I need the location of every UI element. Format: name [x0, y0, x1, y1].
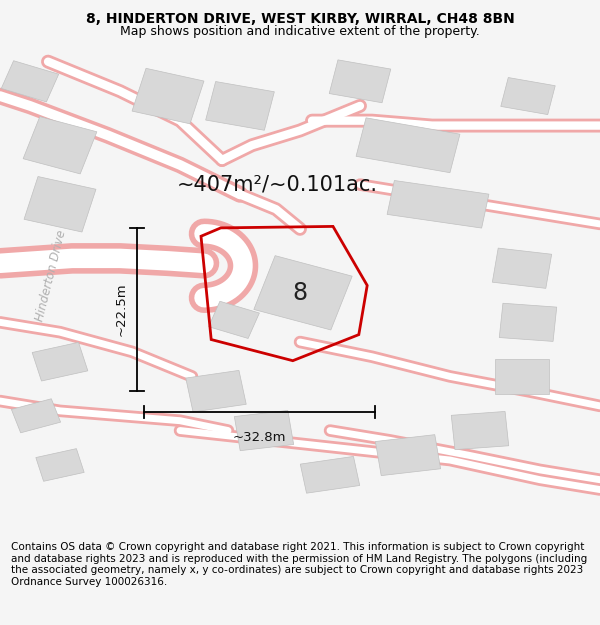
Polygon shape	[24, 176, 96, 232]
Polygon shape	[493, 248, 551, 288]
Text: 8, HINDERTON DRIVE, WEST KIRBY, WIRRAL, CH48 8BN: 8, HINDERTON DRIVE, WEST KIRBY, WIRRAL, …	[86, 12, 514, 26]
Polygon shape	[499, 303, 557, 341]
Polygon shape	[329, 60, 391, 102]
Polygon shape	[235, 411, 293, 451]
Text: Contains OS data © Crown copyright and database right 2021. This information is : Contains OS data © Crown copyright and d…	[11, 542, 587, 587]
Polygon shape	[495, 359, 549, 394]
Polygon shape	[206, 81, 274, 130]
Polygon shape	[501, 78, 555, 114]
Polygon shape	[300, 456, 360, 493]
Text: ~32.8m: ~32.8m	[233, 431, 286, 444]
Polygon shape	[376, 434, 440, 476]
Polygon shape	[387, 181, 489, 228]
Polygon shape	[1, 61, 59, 102]
Polygon shape	[451, 411, 509, 449]
Text: Hinderton Drive: Hinderton Drive	[34, 229, 68, 322]
Text: 8: 8	[292, 281, 308, 305]
Text: Map shows position and indicative extent of the property.: Map shows position and indicative extent…	[120, 26, 480, 39]
Text: ~407m²/~0.101ac.: ~407m²/~0.101ac.	[177, 174, 378, 194]
Text: ~22.5m: ~22.5m	[115, 282, 128, 336]
Polygon shape	[32, 342, 88, 381]
Polygon shape	[23, 117, 97, 174]
Polygon shape	[356, 118, 460, 172]
Polygon shape	[11, 399, 61, 432]
Polygon shape	[132, 68, 204, 124]
Polygon shape	[209, 301, 259, 339]
Polygon shape	[254, 256, 352, 330]
Polygon shape	[186, 371, 246, 412]
Polygon shape	[36, 449, 84, 481]
